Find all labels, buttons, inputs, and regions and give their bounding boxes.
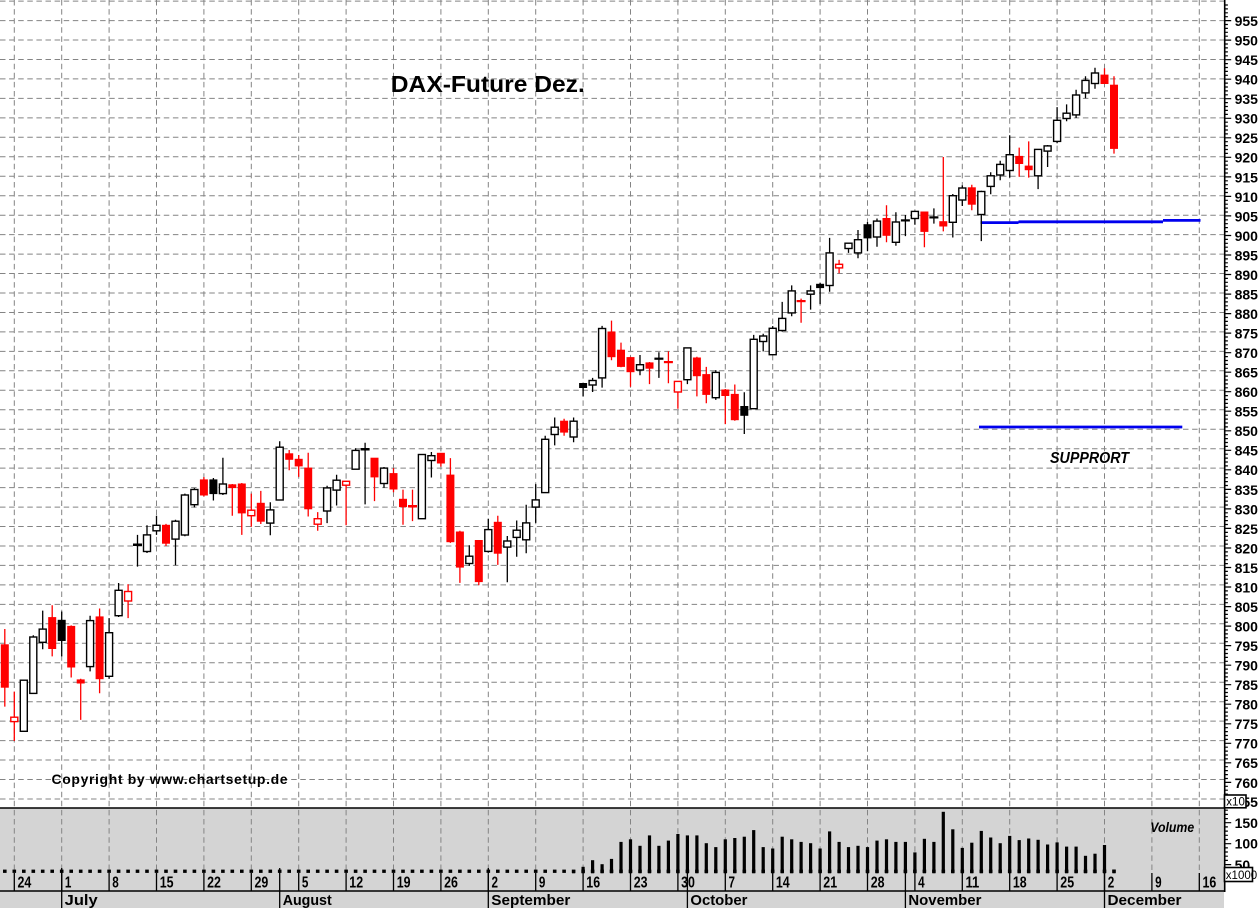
svg-text:790: 790	[1235, 658, 1259, 674]
svg-text:9: 9	[539, 875, 546, 892]
svg-text:855: 855	[1235, 404, 1259, 420]
svg-text:880: 880	[1235, 306, 1259, 322]
svg-text:October: October	[690, 892, 747, 908]
svg-text:915: 915	[1235, 169, 1259, 185]
svg-text:15: 15	[160, 875, 174, 892]
svg-text:890: 890	[1235, 267, 1259, 283]
svg-text:21: 21	[823, 875, 837, 892]
svg-text:11: 11	[966, 875, 980, 892]
svg-text:875: 875	[1235, 326, 1259, 342]
svg-text:1: 1	[65, 875, 72, 892]
svg-text:July: July	[65, 892, 99, 908]
svg-text:810: 810	[1235, 579, 1259, 595]
svg-text:825: 825	[1235, 521, 1259, 537]
svg-text:820: 820	[1235, 540, 1259, 556]
svg-text:150: 150	[1235, 815, 1259, 831]
svg-text:955: 955	[1235, 13, 1259, 29]
svg-text:785: 785	[1235, 677, 1259, 693]
svg-text:935: 935	[1235, 91, 1259, 107]
svg-text:September: September	[491, 892, 570, 908]
svg-text:5: 5	[302, 875, 309, 892]
svg-text:x10: x10	[1226, 797, 1245, 809]
svg-text:765: 765	[1235, 755, 1259, 771]
svg-text:7: 7	[729, 875, 736, 892]
svg-text:14: 14	[776, 875, 790, 892]
svg-text:870: 870	[1235, 345, 1259, 361]
svg-text:885: 885	[1235, 287, 1259, 303]
svg-text:775: 775	[1235, 716, 1259, 732]
svg-text:760: 760	[1235, 775, 1259, 791]
svg-text:770: 770	[1235, 736, 1259, 752]
svg-text:815: 815	[1235, 560, 1259, 576]
svg-text:830: 830	[1235, 501, 1259, 517]
svg-text:Volume: Volume	[1150, 820, 1194, 835]
svg-text:29: 29	[255, 875, 269, 892]
svg-text:December: December	[1108, 892, 1182, 908]
svg-text:November: November	[908, 892, 981, 908]
svg-text:19: 19	[397, 875, 411, 892]
svg-text:950: 950	[1235, 33, 1259, 49]
svg-text:800: 800	[1235, 619, 1259, 635]
svg-text:Copyright by www.chartsetup.de: Copyright by www.chartsetup.de	[52, 771, 289, 787]
svg-text:945: 945	[1235, 52, 1259, 68]
svg-text:24: 24	[18, 875, 32, 892]
svg-text:SUPPRORT: SUPPRORT	[1050, 450, 1130, 467]
svg-text:8: 8	[112, 875, 119, 892]
svg-text:12: 12	[349, 875, 363, 892]
svg-text:910: 910	[1235, 189, 1259, 205]
svg-text:835: 835	[1235, 482, 1259, 498]
svg-text:x1000: x1000	[1226, 870, 1257, 882]
svg-text:780: 780	[1235, 697, 1259, 713]
svg-text:22: 22	[207, 875, 221, 892]
svg-text:9: 9	[1155, 875, 1162, 892]
svg-text:940: 940	[1235, 72, 1259, 88]
svg-text:26: 26	[444, 875, 458, 892]
svg-text:100: 100	[1235, 835, 1259, 851]
svg-text:25: 25	[1060, 875, 1074, 892]
svg-text:23: 23	[634, 875, 648, 892]
svg-text:920: 920	[1235, 150, 1259, 166]
svg-text:2: 2	[492, 875, 499, 892]
svg-text:16: 16	[586, 875, 600, 892]
svg-text:805: 805	[1235, 599, 1259, 615]
svg-text:840: 840	[1235, 462, 1259, 478]
svg-text:900: 900	[1235, 228, 1259, 244]
svg-text:August: August	[283, 892, 332, 908]
svg-text:4: 4	[918, 875, 925, 892]
svg-text:18: 18	[1013, 875, 1027, 892]
svg-text:795: 795	[1235, 638, 1259, 654]
svg-text:865: 865	[1235, 365, 1259, 381]
svg-text:DAX-Future Dez.: DAX-Future Dez.	[391, 71, 585, 97]
svg-text:2: 2	[1108, 875, 1115, 892]
svg-text:860: 860	[1235, 384, 1259, 400]
svg-text:905: 905	[1235, 208, 1259, 224]
svg-text:930: 930	[1235, 111, 1259, 127]
svg-text:845: 845	[1235, 443, 1259, 459]
svg-text:28: 28	[871, 875, 885, 892]
svg-text:850: 850	[1235, 423, 1259, 439]
svg-text:16: 16	[1203, 875, 1217, 892]
svg-text:895: 895	[1235, 247, 1259, 263]
svg-text:925: 925	[1235, 130, 1259, 146]
